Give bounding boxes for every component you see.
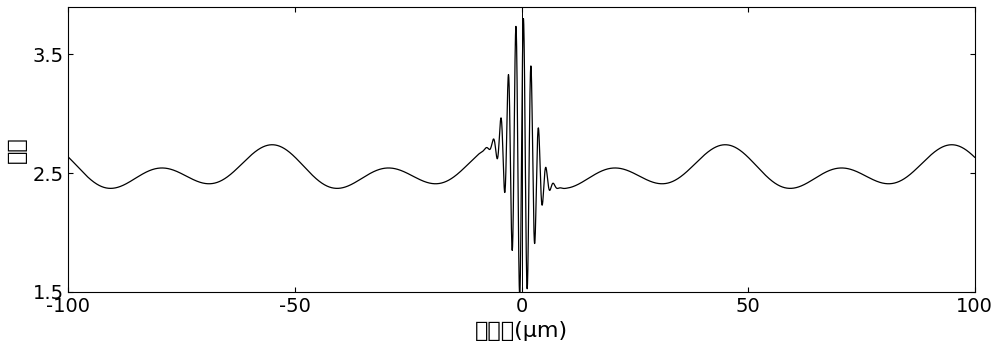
X-axis label: 光程差(μm): 光程差(μm) (475, 321, 568, 341)
Y-axis label: 光强: 光强 (7, 136, 27, 163)
